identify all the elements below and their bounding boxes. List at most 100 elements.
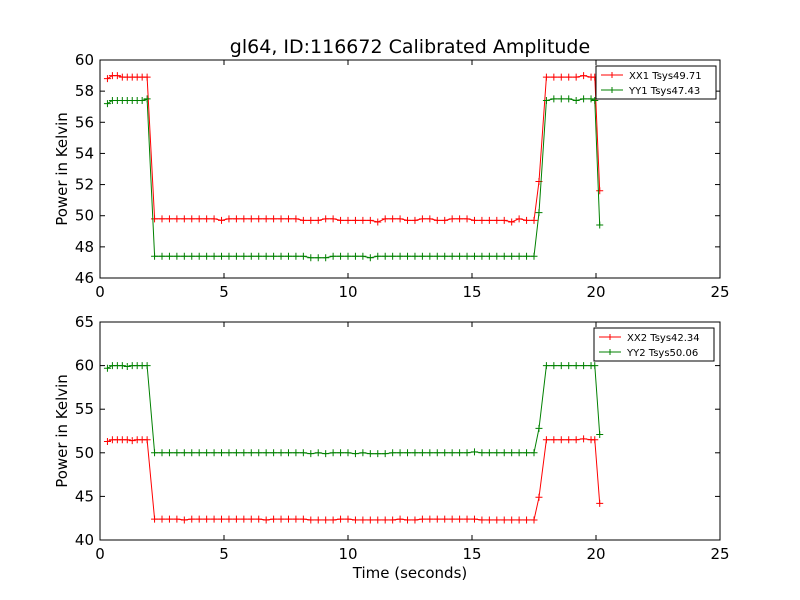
chart-bottom-series-2-point xyxy=(359,449,367,457)
chart-bottom-legend-marker xyxy=(607,349,613,355)
chart-top-y-tick-label: 48 xyxy=(75,238,94,256)
chart-top-series-1-point xyxy=(218,216,226,224)
chart-top-series-2-point xyxy=(337,252,345,260)
chart-bottom-series-2-point xyxy=(195,449,203,457)
chart-top-series-1-point xyxy=(329,215,337,223)
chart-bottom-y-tick-label: 55 xyxy=(75,400,94,418)
chart-bottom-series-1-point xyxy=(195,515,203,523)
chart-top-series-2 xyxy=(103,95,604,262)
chart-bottom-axes-frame xyxy=(99,321,721,541)
chart-bottom-series-1-point xyxy=(366,516,374,524)
chart-bottom-series-1-point xyxy=(500,516,508,524)
chart-top-series-1-point xyxy=(580,72,588,80)
chart-bottom-series-1-point xyxy=(337,515,345,523)
chart-top-y-tick-label: 46 xyxy=(75,269,94,287)
chart-top-series-2-point xyxy=(299,252,307,260)
chart-top-series-1-point xyxy=(557,73,565,81)
chart-top-series-1-point xyxy=(508,218,516,226)
chart-top-legend-label: XX1 Tsys49.71 xyxy=(629,71,702,82)
chart-top-series-2-point xyxy=(591,96,599,104)
chart-bottom-y-tick-label: 50 xyxy=(75,444,94,462)
chart-top-series-1-point xyxy=(255,215,263,223)
chart-bottom-series-2-point xyxy=(426,449,434,457)
chart-bottom-legend-box xyxy=(593,327,715,362)
chart-bottom-series-2-point xyxy=(240,449,248,457)
chart-bottom-series-2-point xyxy=(165,449,173,457)
chart-top-series-1-point xyxy=(180,215,188,223)
chart-bottom-series-1-point xyxy=(433,515,441,523)
chart-top-series-1-point xyxy=(337,216,345,224)
chart-bottom-series-2-point xyxy=(299,449,307,457)
chart-bottom-series-2-point xyxy=(493,449,501,457)
chart-top-series-1-point xyxy=(307,216,315,224)
chart-bottom-series-1-point xyxy=(470,515,478,523)
chart-bottom-legend: XX2 Tsys42.34 YY2 Tsys50.06 xyxy=(593,327,715,362)
chart-top-series-1-point xyxy=(463,215,471,223)
chart-top-series-2-point xyxy=(255,252,263,260)
chart-bottom-series-1-point xyxy=(255,515,263,523)
chart-bottom: Time (seconds) Power in Kelvin 0 5 10 15 20 2… xyxy=(53,313,730,582)
chart-top-series-1-point xyxy=(441,216,449,224)
chart-top-series-1-point xyxy=(565,73,573,81)
chart-top-series-2-point xyxy=(374,252,382,260)
chart-bottom-series-2-point xyxy=(277,449,285,457)
chart-bottom-series-2-point xyxy=(203,449,211,457)
chart-top-y-tick-label: 50 xyxy=(75,207,94,225)
chart-bottom-x-tick-label: 0 xyxy=(95,545,105,563)
chart-top-series-2-point xyxy=(232,252,240,260)
chart-bottom-series-2-point xyxy=(351,450,359,458)
chart-top-series-1-point xyxy=(550,73,558,81)
chart-bottom-x-tick-label: 20 xyxy=(586,545,605,563)
chart-top-series-1-point xyxy=(322,215,330,223)
chart-top-series-1-point xyxy=(404,216,412,224)
chart-top-axes-frame xyxy=(99,59,721,279)
chart-bottom-series-1-point xyxy=(314,516,322,524)
chart-bottom-series-1-point xyxy=(232,515,240,523)
chart-top-series-1-point xyxy=(277,215,285,223)
chart-top-series-2-point xyxy=(165,252,173,260)
chart-top-series-1-point xyxy=(143,73,151,81)
chart-bottom-series-1-point xyxy=(292,515,300,523)
chart-bottom-series-1-point xyxy=(247,515,255,523)
chart-top-y-tick-label: 56 xyxy=(75,113,94,131)
chart-bottom-series-2-point xyxy=(508,449,516,457)
chart-top-series-2-point xyxy=(493,252,501,260)
chart-bottom-series-1-point xyxy=(404,516,412,524)
chart-top-series-2-point xyxy=(441,252,449,260)
chart-bottom-series-1-point xyxy=(143,436,151,444)
chart-bottom-series-1-point xyxy=(508,516,516,524)
chart-bottom-series-2-point xyxy=(255,449,263,457)
chart-top-series-2-point xyxy=(381,252,389,260)
chart-bottom-series-2-point xyxy=(307,450,315,458)
chart-bottom-series-2-point xyxy=(374,450,382,458)
chart-bottom-series-2-point xyxy=(463,449,471,457)
chart-bottom-series-1-point xyxy=(344,515,352,523)
chart-top-series-2-point xyxy=(572,96,580,104)
chart-top-series-2-point xyxy=(448,252,456,260)
chart-top-series-1-point xyxy=(485,216,493,224)
chart-top-series-1-point xyxy=(314,216,322,224)
chart-bottom-series-1-point xyxy=(351,516,359,524)
chart-top-series-1-point xyxy=(396,215,404,223)
chart-top-series-2-point xyxy=(411,252,419,260)
chart-bottom-series-2-point xyxy=(118,362,126,370)
chart-top-series-2-point xyxy=(351,252,359,260)
chart-bottom-y-axis-label: Power in Kelvin xyxy=(53,374,71,488)
chart-top-series-1-point xyxy=(411,216,419,224)
chart-bottom-y-tick-label: 65 xyxy=(75,313,94,331)
chart-bottom-series-1-point xyxy=(493,516,501,524)
chart-top-y-tick-label: 58 xyxy=(75,82,94,100)
chart-top-series-2-point xyxy=(240,252,248,260)
chart-bottom-legend-marker xyxy=(607,334,613,340)
chart-bottom-legend-label: XX2 Tsys42.34 xyxy=(627,333,700,344)
chart-bottom-plot-area: 0 5 10 15 20 25 40 45 50 55 60 65 XX2 Tsys42.34 YY2 T… xyxy=(75,313,730,563)
chart-bottom-series-2-point xyxy=(218,449,226,457)
chart-top-x-tick-label: 15 xyxy=(462,283,481,301)
chart-bottom-y-tick-label: 45 xyxy=(75,487,94,505)
chart-bottom-series-1-point xyxy=(580,435,588,443)
chart-bottom-series-1-point xyxy=(591,436,599,444)
chart-top-series-1-point xyxy=(240,215,248,223)
chart-top-series-1-point xyxy=(523,216,531,224)
chart-top-series-1-point xyxy=(158,215,166,223)
chart-top-series-1-point xyxy=(389,215,397,223)
